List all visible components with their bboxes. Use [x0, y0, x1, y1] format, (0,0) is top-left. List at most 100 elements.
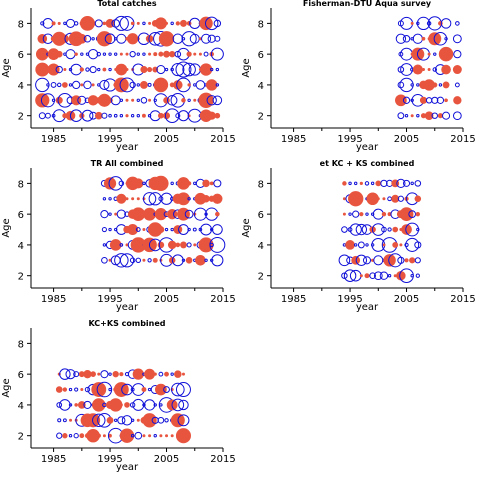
- bubble-negative: [211, 254, 224, 267]
- bubble-positive: [177, 207, 190, 221]
- panel-title: Total catches: [97, 0, 156, 8]
- bubble-positive: [393, 274, 397, 278]
- bubble-positive: [165, 21, 169, 25]
- bubble-positive: [421, 36, 426, 41]
- bubble-negative: [189, 33, 200, 44]
- bubble-positive: [157, 241, 165, 249]
- bubble-negative: [170, 21, 174, 26]
- bubble-negative: [108, 372, 112, 376]
- bubble-positive: [127, 33, 139, 45]
- bubble-negative: [452, 34, 462, 44]
- bubble-negative: [177, 414, 190, 427]
- bubble-negative: [387, 227, 392, 232]
- bubble-positive: [158, 112, 164, 119]
- bubble-positive: [102, 434, 106, 438]
- bubble-negative: [160, 192, 173, 205]
- bubble-negative: [87, 48, 99, 60]
- bubble-series: [55, 368, 191, 444]
- bubble-negative: [433, 32, 448, 46]
- bubble-negative: [136, 98, 140, 103]
- bubble-negative: [130, 418, 135, 423]
- bubble-negative: [357, 241, 365, 249]
- bubble-negative: [431, 112, 438, 119]
- bubble-negative: [119, 243, 124, 247]
- bubble-positive: [130, 21, 135, 26]
- bubble-positive: [148, 434, 152, 438]
- bubble-positive: [410, 114, 414, 118]
- panel-title: Fisherman-DTU Aqua survey: [303, 0, 432, 8]
- bubble-negative: [414, 180, 422, 187]
- bubble-positive: [399, 207, 414, 222]
- bubble-positive: [186, 51, 192, 57]
- bubble-positive: [80, 388, 84, 392]
- bubble-negative: [397, 256, 405, 264]
- bubble-positive: [91, 382, 107, 397]
- bubble-positive: [127, 224, 139, 236]
- bubble-negative: [187, 98, 191, 103]
- bubble-positive: [114, 212, 118, 216]
- x-tick-label: 2015: [210, 134, 235, 145]
- x-tick-label: 2015: [210, 454, 235, 465]
- y-tick-label: 8: [18, 19, 24, 30]
- bubble-positive: [80, 83, 84, 87]
- bubble-positive: [383, 254, 396, 267]
- bubble-negative: [174, 50, 182, 58]
- bubble-negative: [148, 192, 162, 206]
- bubble-panel: Total catches 1985 1995 2005 2015 2 4 6 8 year Age: [1, 0, 236, 153]
- bubble-negative: [45, 112, 51, 119]
- x-tick-label: 2005: [394, 134, 419, 145]
- bubble-positive: [55, 96, 63, 104]
- bubble-negative: [175, 382, 191, 398]
- bubble-positive: [452, 65, 462, 75]
- bubble-negative: [108, 387, 112, 392]
- bubble-negative: [182, 62, 196, 77]
- bubble-negative: [380, 179, 388, 188]
- bubble-positive: [179, 19, 187, 27]
- bubble-negative: [119, 98, 124, 103]
- bubble-positive: [77, 401, 86, 409]
- bubble-negative: [84, 386, 91, 393]
- bubble-positive: [142, 258, 146, 262]
- bubble-negative: [442, 111, 451, 120]
- bubble-negative: [65, 49, 76, 60]
- bubble-positive: [96, 433, 101, 438]
- bubble-negative: [181, 37, 186, 41]
- bubble-positive: [441, 64, 451, 75]
- bubble-negative: [147, 113, 152, 118]
- bubble-negative: [116, 209, 127, 219]
- bubble-positive: [136, 418, 140, 422]
- bubble-negative: [153, 433, 157, 438]
- x-axis-label: year: [116, 462, 139, 473]
- bubble-negative: [142, 21, 146, 26]
- bubble-negative: [130, 433, 135, 438]
- bubble-negative: [102, 52, 107, 56]
- bubble-positive: [175, 428, 191, 444]
- y-tick-label: 4: [258, 81, 264, 92]
- bubble-negative: [206, 95, 217, 106]
- bubble-negative: [135, 227, 141, 232]
- bubble-positive: [119, 372, 124, 377]
- bubble-positive: [174, 370, 182, 378]
- bubble-negative: [200, 223, 213, 236]
- bubble-negative: [57, 418, 62, 423]
- bubble-negative: [425, 97, 433, 104]
- y-tick-label: 2: [18, 272, 24, 283]
- bubble-positive: [359, 197, 363, 201]
- bubble-positive: [410, 21, 414, 25]
- y-tick-label: 6: [18, 50, 24, 61]
- bubble-positive: [142, 113, 146, 118]
- y-tick-label: 4: [258, 241, 264, 252]
- bubble-negative: [91, 37, 95, 41]
- x-tick-label: 1985: [281, 294, 306, 305]
- bubble-negative: [143, 399, 156, 411]
- bubble-positive: [424, 111, 434, 120]
- bubble-negative: [203, 51, 209, 57]
- bubble-negative: [92, 413, 106, 428]
- bubble-negative: [412, 33, 423, 44]
- bubble-positive: [404, 258, 409, 263]
- bubble-positive: [185, 256, 193, 264]
- bubble-positive: [152, 66, 159, 73]
- bubble-positive: [97, 372, 101, 376]
- x-tick-label: 2005: [154, 454, 179, 465]
- bubble-negative: [134, 431, 143, 440]
